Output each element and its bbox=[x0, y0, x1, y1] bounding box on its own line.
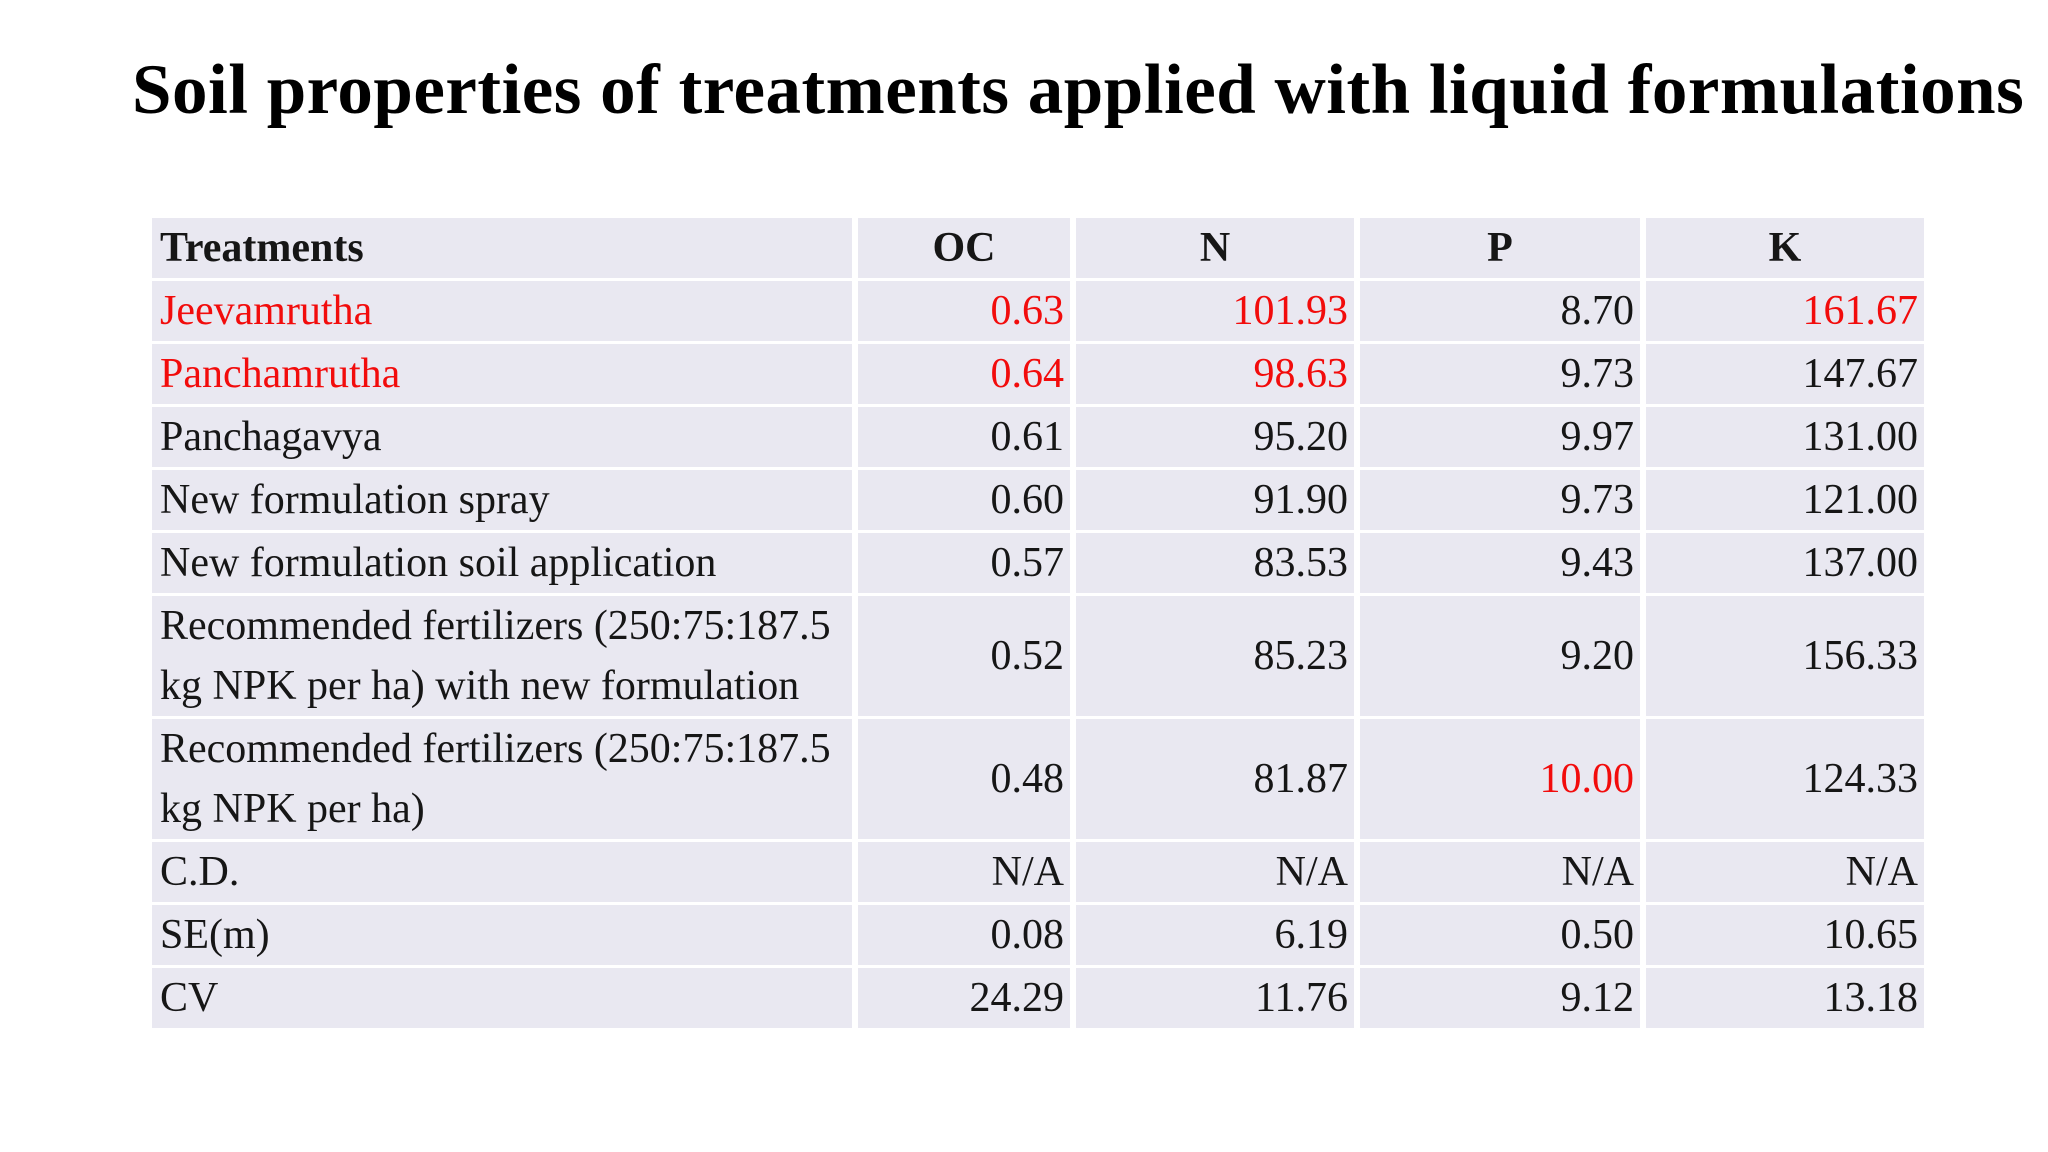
column-header-n: N bbox=[1076, 218, 1354, 278]
value-cell: 0.50 bbox=[1360, 905, 1640, 965]
treatment-cell: New formulation soil application bbox=[152, 533, 852, 593]
value-cell: 137.00 bbox=[1646, 533, 1924, 593]
value-cell: 0.57 bbox=[858, 533, 1070, 593]
value-cell: 9.73 bbox=[1360, 344, 1640, 404]
value-cell: 6.19 bbox=[1076, 905, 1354, 965]
value-cell: N/A bbox=[1360, 842, 1640, 902]
value-cell: 83.53 bbox=[1076, 533, 1354, 593]
treatment-cell: C.D. bbox=[152, 842, 852, 902]
value-cell: 9.97 bbox=[1360, 407, 1640, 467]
value-cell: 161.67 bbox=[1646, 281, 1924, 341]
table-body: Jeevamrutha 0.63 101.93 8.70 161.67 Panchamru… bbox=[152, 281, 1924, 1028]
column-header-treatments: Treatments bbox=[152, 218, 852, 278]
table-row: Panchamrutha 0.64 98.63 9.73 147.67 bbox=[152, 344, 1924, 404]
value-cell: N/A bbox=[1646, 842, 1924, 902]
value-cell: 8.70 bbox=[1360, 281, 1640, 341]
value-cell: 121.00 bbox=[1646, 470, 1924, 530]
value-cell: 91.90 bbox=[1076, 470, 1354, 530]
value-cell: 0.08 bbox=[858, 905, 1070, 965]
value-cell: 98.63 bbox=[1076, 344, 1354, 404]
value-cell: 81.87 bbox=[1076, 719, 1354, 839]
value-cell: 0.52 bbox=[858, 596, 1070, 716]
value-cell: N/A bbox=[1076, 842, 1354, 902]
table-row: CV 24.29 11.76 9.12 13.18 bbox=[152, 968, 1924, 1028]
treatment-cell: Panchagavya bbox=[152, 407, 852, 467]
value-cell: 156.33 bbox=[1646, 596, 1924, 716]
treatment-cell: CV bbox=[152, 968, 852, 1028]
value-cell: 0.60 bbox=[858, 470, 1070, 530]
treatment-cell: Jeevamrutha bbox=[152, 281, 852, 341]
value-cell: 0.48 bbox=[858, 719, 1070, 839]
value-cell: N/A bbox=[858, 842, 1070, 902]
value-cell: 24.29 bbox=[858, 968, 1070, 1028]
value-cell: 95.20 bbox=[1076, 407, 1354, 467]
treatment-cell: New formulation spray bbox=[152, 470, 852, 530]
value-cell: 0.61 bbox=[858, 407, 1070, 467]
header-row: Treatments OC N P K bbox=[152, 218, 1924, 278]
value-cell: 9.12 bbox=[1360, 968, 1640, 1028]
value-cell: 124.33 bbox=[1646, 719, 1924, 839]
value-cell: 131.00 bbox=[1646, 407, 1924, 467]
value-cell: 10.00 bbox=[1360, 719, 1640, 839]
table-row: Panchagavya 0.61 95.20 9.97 131.00 bbox=[152, 407, 1924, 467]
value-cell: 9.43 bbox=[1360, 533, 1640, 593]
value-cell: 9.20 bbox=[1360, 596, 1640, 716]
value-cell: 11.76 bbox=[1076, 968, 1354, 1028]
table-row: C.D. N/A N/A N/A N/A bbox=[152, 842, 1924, 902]
table-row: SE(m) 0.08 6.19 0.50 10.65 bbox=[152, 905, 1924, 965]
treatment-cell: Recommended fertilizers (250:75:187.5 kg… bbox=[152, 596, 852, 716]
table-row: Recommended fertilizers (250:75:187.5 kg… bbox=[152, 719, 1924, 839]
treatment-cell: Recommended fertilizers (250:75:187.5 kg… bbox=[152, 719, 852, 839]
column-header-p: P bbox=[1360, 218, 1640, 278]
treatment-cell: SE(m) bbox=[152, 905, 852, 965]
table-row: Recommended fertilizers (250:75:187.5 kg… bbox=[152, 596, 1924, 716]
page-title: Soil properties of treatments applied wi… bbox=[132, 51, 2025, 129]
value-cell: 0.64 bbox=[858, 344, 1070, 404]
value-cell: 10.65 bbox=[1646, 905, 1924, 965]
table-row: Jeevamrutha 0.63 101.93 8.70 161.67 bbox=[152, 281, 1924, 341]
treatment-cell: Panchamrutha bbox=[152, 344, 852, 404]
value-cell: 85.23 bbox=[1076, 596, 1354, 716]
value-cell: 101.93 bbox=[1076, 281, 1354, 341]
value-cell: 9.73 bbox=[1360, 470, 1640, 530]
value-cell: 147.67 bbox=[1646, 344, 1924, 404]
value-cell: 0.63 bbox=[858, 281, 1070, 341]
table-row: New formulation spray 0.60 91.90 9.73 121.00 bbox=[152, 470, 1924, 530]
value-cell: 13.18 bbox=[1646, 968, 1924, 1028]
table-row: New formulation soil application 0.57 83.5… bbox=[152, 533, 1924, 593]
column-header-oc: OC bbox=[858, 218, 1070, 278]
soil-properties-table: Treatments OC N P K Jeevamrutha 0.63 101.9… bbox=[146, 215, 1930, 1031]
column-header-k: K bbox=[1646, 218, 1924, 278]
